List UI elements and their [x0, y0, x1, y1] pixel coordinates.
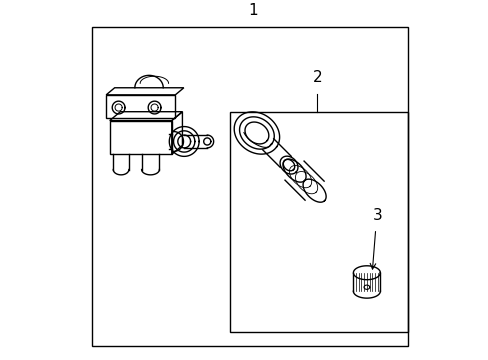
Bar: [230, 112, 407, 332]
Bar: [92, 27, 407, 346]
Text: 1: 1: [248, 3, 258, 18]
Text: 2: 2: [312, 70, 322, 85]
Text: 3: 3: [372, 208, 382, 224]
